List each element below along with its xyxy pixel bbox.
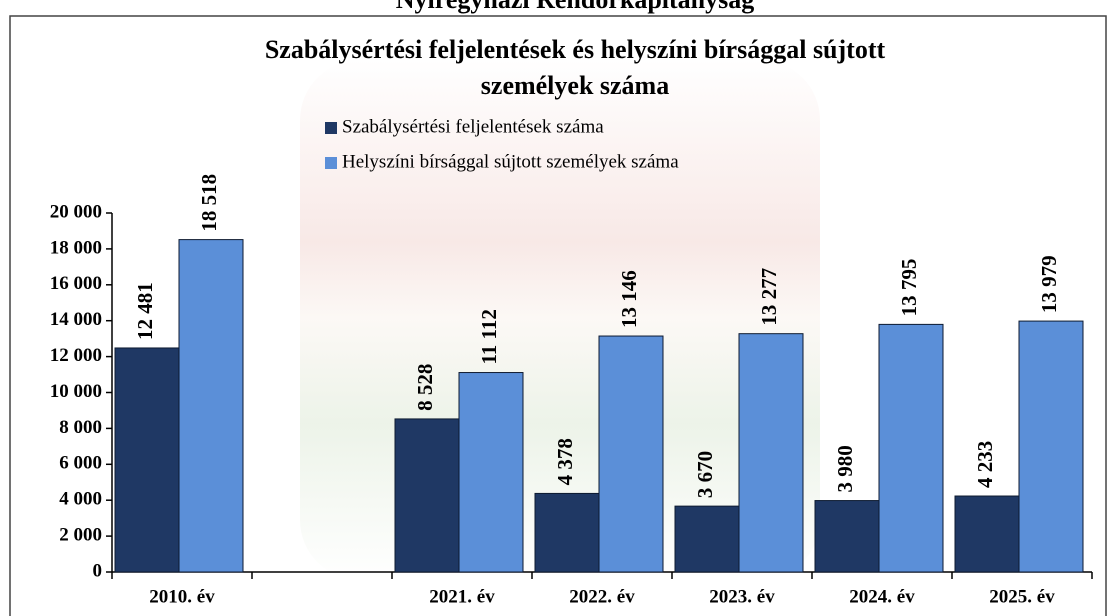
x-tick-label: 2025. év [989, 586, 1055, 607]
chart-title: személyek száma [481, 71, 669, 100]
x-tick-label: 2010. év [149, 586, 215, 607]
page-title: Nyíregyházi Rendőrkapitányság [396, 0, 755, 14]
bar [1018, 320, 1084, 573]
value-label: 4 378 [553, 438, 577, 485]
legend-label: Helyszíni bírsággal sújtott személyek sz… [342, 151, 679, 172]
x-tick-label: 2022. év [569, 586, 635, 607]
bar [534, 492, 600, 573]
bar [878, 323, 944, 573]
bar [458, 372, 524, 573]
y-tick-label: 18 000 [50, 237, 102, 258]
bar [114, 347, 180, 573]
y-tick-label: 2 000 [59, 524, 102, 545]
value-label: 18 518 [197, 174, 221, 232]
y-tick-label: 10 000 [50, 381, 102, 402]
bar [738, 333, 804, 573]
value-label: 13 277 [757, 268, 781, 326]
bar [954, 495, 1020, 573]
value-label: 13 146 [617, 270, 641, 328]
value-label: 13 795 [897, 259, 921, 317]
y-tick-label: 20 000 [50, 201, 102, 222]
x-tick-label: 2021. év [429, 586, 495, 607]
value-label: 12 481 [133, 282, 157, 340]
x-tick-label: 2023. év [709, 586, 775, 607]
legend-label: Szabálysértési feljelentések száma [342, 116, 604, 137]
y-tick-label: 16 000 [50, 273, 102, 294]
bar [598, 335, 664, 573]
value-label: 3 670 [693, 451, 717, 498]
bar [394, 418, 460, 573]
y-tick-label: 14 000 [50, 309, 102, 330]
value-label: 3 980 [833, 445, 857, 492]
y-tick-label: 12 000 [50, 345, 102, 366]
x-tick-label: 2024. év [849, 586, 915, 607]
bar [674, 505, 740, 573]
y-tick-label: 6 000 [59, 453, 102, 474]
y-tick-label: 4 000 [59, 489, 102, 510]
bar [178, 239, 244, 573]
value-label: 13 979 [1037, 255, 1061, 313]
y-tick-label: 0 [93, 560, 103, 581]
value-label: 11 112 [477, 309, 501, 364]
value-label: 8 528 [413, 364, 437, 411]
legend-swatch [325, 122, 337, 134]
value-label: 4 233 [973, 441, 997, 488]
chart-title: Szabálysértési feljelentések és helyszín… [265, 35, 886, 64]
y-tick-label: 8 000 [59, 417, 102, 438]
bar [814, 500, 880, 573]
legend-swatch [325, 157, 337, 169]
chart-frame [9, 15, 1107, 616]
